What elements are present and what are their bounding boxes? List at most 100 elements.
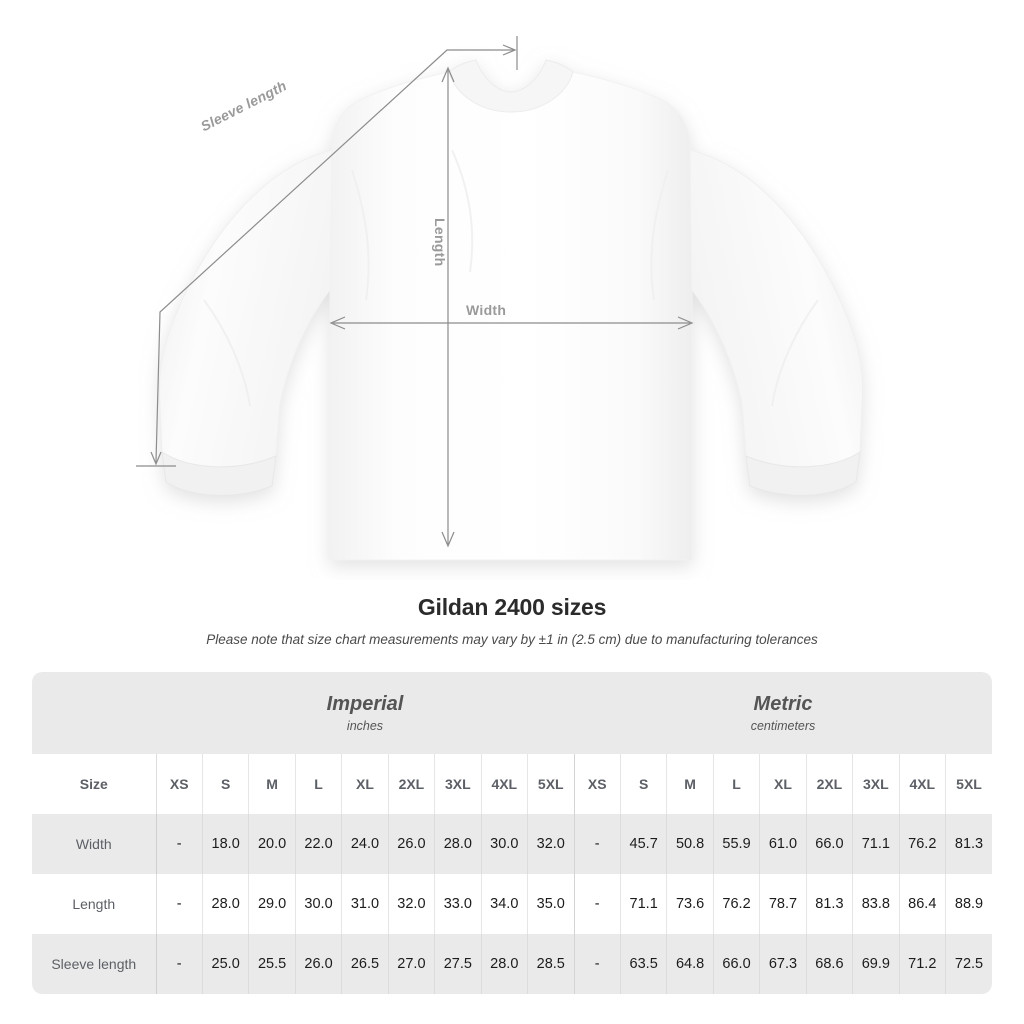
size-column-header: S (620, 754, 668, 814)
size-column-header: M (666, 754, 714, 814)
measurement-cell: 32.0 (527, 814, 575, 874)
measurement-cell: 71.2 (899, 934, 947, 994)
measurement-cell: - (156, 874, 203, 934)
measurement-cell: 32.0 (388, 874, 436, 934)
measurement-cell: 76.2 (713, 874, 761, 934)
size-column-header: 3XL (434, 754, 482, 814)
measurement-cell: - (574, 814, 621, 874)
measurement-cell: 67.3 (759, 934, 807, 994)
measurement-cell: 27.5 (434, 934, 482, 994)
measurement-cell: 86.4 (899, 874, 947, 934)
measurement-cell: 31.0 (341, 874, 389, 934)
measurement-cell: 73.6 (666, 874, 714, 934)
size-column-header: S (202, 754, 250, 814)
measurement-cell: 26.0 (295, 934, 343, 994)
size-header-row: Size XS S M L XL 2XL 3XL 4XL 5XL XS S M L XL 2XL 3XL 4XL 5… (32, 754, 992, 814)
row-label-sleeve-length: Sleeve length (32, 934, 157, 994)
size-column-header: L (295, 754, 343, 814)
measurement-cell: 55.9 (713, 814, 761, 874)
tolerance-note: Please note that size chart measurements… (206, 632, 818, 647)
measurement-cell: 29.0 (248, 874, 296, 934)
unit-name: Imperial (326, 692, 404, 715)
size-column-header: XS (574, 754, 621, 814)
measurement-cell: 64.8 (666, 934, 714, 994)
table-row: Length -28.0 29.0 30.0 31.0 32.0 33.0 34.0 35.0-… (32, 874, 992, 934)
measurement-cell: 18.0 (202, 814, 250, 874)
unit-subtitle: centimeters (750, 718, 816, 733)
size-column-header: 5XL (527, 754, 575, 814)
size-chart-diagram: Sleeve length Length Width (136, 36, 863, 561)
measurement-cell: 76.2 (899, 814, 947, 874)
size-chart-table: Imperial inches Metric centimeters Size XS S M L… (32, 672, 992, 994)
width-dimension-label: Width (466, 302, 507, 318)
measurement-cell: 30.0 (481, 814, 529, 874)
row-label-width: Width (32, 814, 157, 874)
measurement-cell: 72.5 (945, 934, 992, 994)
size-column-header: 4XL (481, 754, 529, 814)
measurement-cell: 81.3 (945, 814, 992, 874)
measurement-cell: 34.0 (481, 874, 529, 934)
measurement-cell: 71.1 (852, 814, 900, 874)
measurement-cell: 25.5 (248, 934, 296, 994)
measurement-cell: 69.9 (852, 934, 900, 994)
measurement-cell: 20.0 (248, 814, 296, 874)
measurement-cell: 33.0 (434, 874, 482, 934)
sleeve-length-guide (136, 36, 518, 467)
measurement-cell: - (156, 934, 203, 994)
measurement-cell: - (156, 814, 203, 874)
row-label-length: Length (32, 874, 157, 934)
size-column-header: M (248, 754, 296, 814)
unit-header-metric: Metric centimeters (574, 672, 992, 754)
width-guide (329, 316, 694, 330)
measurement-cell: 28.0 (434, 814, 482, 874)
size-column-header: 4XL (899, 754, 947, 814)
size-column-header: XL (341, 754, 389, 814)
measurement-cell: - (574, 934, 621, 994)
measurement-cell: 63.5 (620, 934, 668, 994)
shirt-body-shape (159, 59, 863, 561)
measurement-cell: 28.0 (202, 874, 250, 934)
size-column-header: 2XL (388, 754, 436, 814)
size-column-header: L (713, 754, 761, 814)
measurement-cell: 35.0 (527, 874, 575, 934)
measurement-cell: 66.0 (806, 814, 854, 874)
measurement-cell: 68.6 (806, 934, 854, 994)
measurement-cell: 71.1 (620, 874, 668, 934)
measurement-cell: 81.3 (806, 874, 854, 934)
measurement-cell: 45.7 (620, 814, 668, 874)
long-sleeve-tee-illustration (136, 36, 863, 561)
measurement-cell: 30.0 (295, 874, 343, 934)
measurement-cell: 25.0 (202, 934, 250, 994)
measurement-guides (136, 36, 694, 548)
measurement-cell: 22.0 (295, 814, 343, 874)
size-column-header: 2XL (806, 754, 854, 814)
table-row: Width -18.0 20.0 22.0 24.0 26.0 28.0 30.0 32.0-4… (32, 814, 992, 874)
measurement-cell: 27.0 (388, 934, 436, 994)
measurement-cell: 28.5 (527, 934, 575, 994)
length-guide (441, 66, 455, 548)
unit-header-imperial: Imperial inches (156, 672, 574, 754)
measurement-cell: 50.8 (666, 814, 714, 874)
size-column-header: 3XL (852, 754, 900, 814)
measurement-cell: 88.9 (945, 874, 992, 934)
measurement-cell: 83.8 (852, 874, 900, 934)
measurement-cell: - (574, 874, 621, 934)
unit-subtitle: inches (346, 718, 384, 733)
measurement-cell: 24.0 (341, 814, 389, 874)
length-dimension-label: Length (432, 218, 448, 267)
unit-header-spacer (32, 672, 156, 754)
size-column-header: XL (759, 754, 807, 814)
title-block: Gildan 2400 sizes Please note that size … (0, 592, 1024, 649)
column-header-size: Size (32, 754, 157, 814)
measurement-cell: 66.0 (713, 934, 761, 994)
measurement-cell: 26.5 (341, 934, 389, 994)
unit-header-row: Imperial inches Metric centimeters (32, 672, 992, 754)
page-title: Gildan 2400 sizes (417, 594, 607, 620)
measurement-cell: 28.0 (481, 934, 529, 994)
table-row: Sleeve length -25.0 25.5 26.0 26.5 27.0 27.5 28… (32, 934, 992, 994)
measurement-cell: 61.0 (759, 814, 807, 874)
size-column-header: 5XL (945, 754, 992, 814)
unit-name: Metric (753, 692, 813, 715)
size-chart-table-container: Imperial inches Metric centimeters Size XS S M L… (32, 672, 992, 994)
measurement-cell: 78.7 (759, 874, 807, 934)
